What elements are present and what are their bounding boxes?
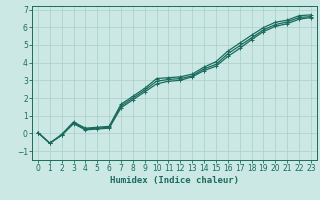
X-axis label: Humidex (Indice chaleur): Humidex (Indice chaleur): [110, 176, 239, 185]
